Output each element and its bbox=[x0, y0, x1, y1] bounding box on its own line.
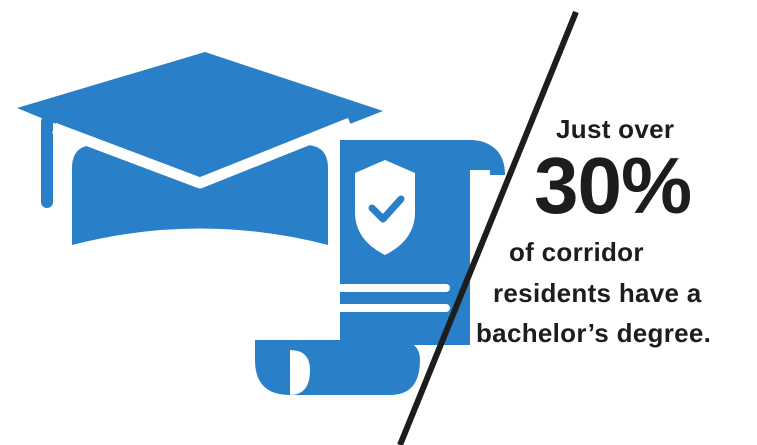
stat-value: 30% bbox=[534, 141, 692, 230]
description-line-3: bachelor’s degree. bbox=[476, 318, 712, 348]
description-line-1: of corridor bbox=[509, 237, 644, 267]
shield-check-icon bbox=[355, 160, 415, 255]
description-line-2: residents have a bbox=[493, 278, 702, 308]
graduation-cap-icon bbox=[17, 52, 383, 245]
diagonal-divider bbox=[397, 10, 579, 445]
intro-text: Just over bbox=[556, 114, 675, 144]
